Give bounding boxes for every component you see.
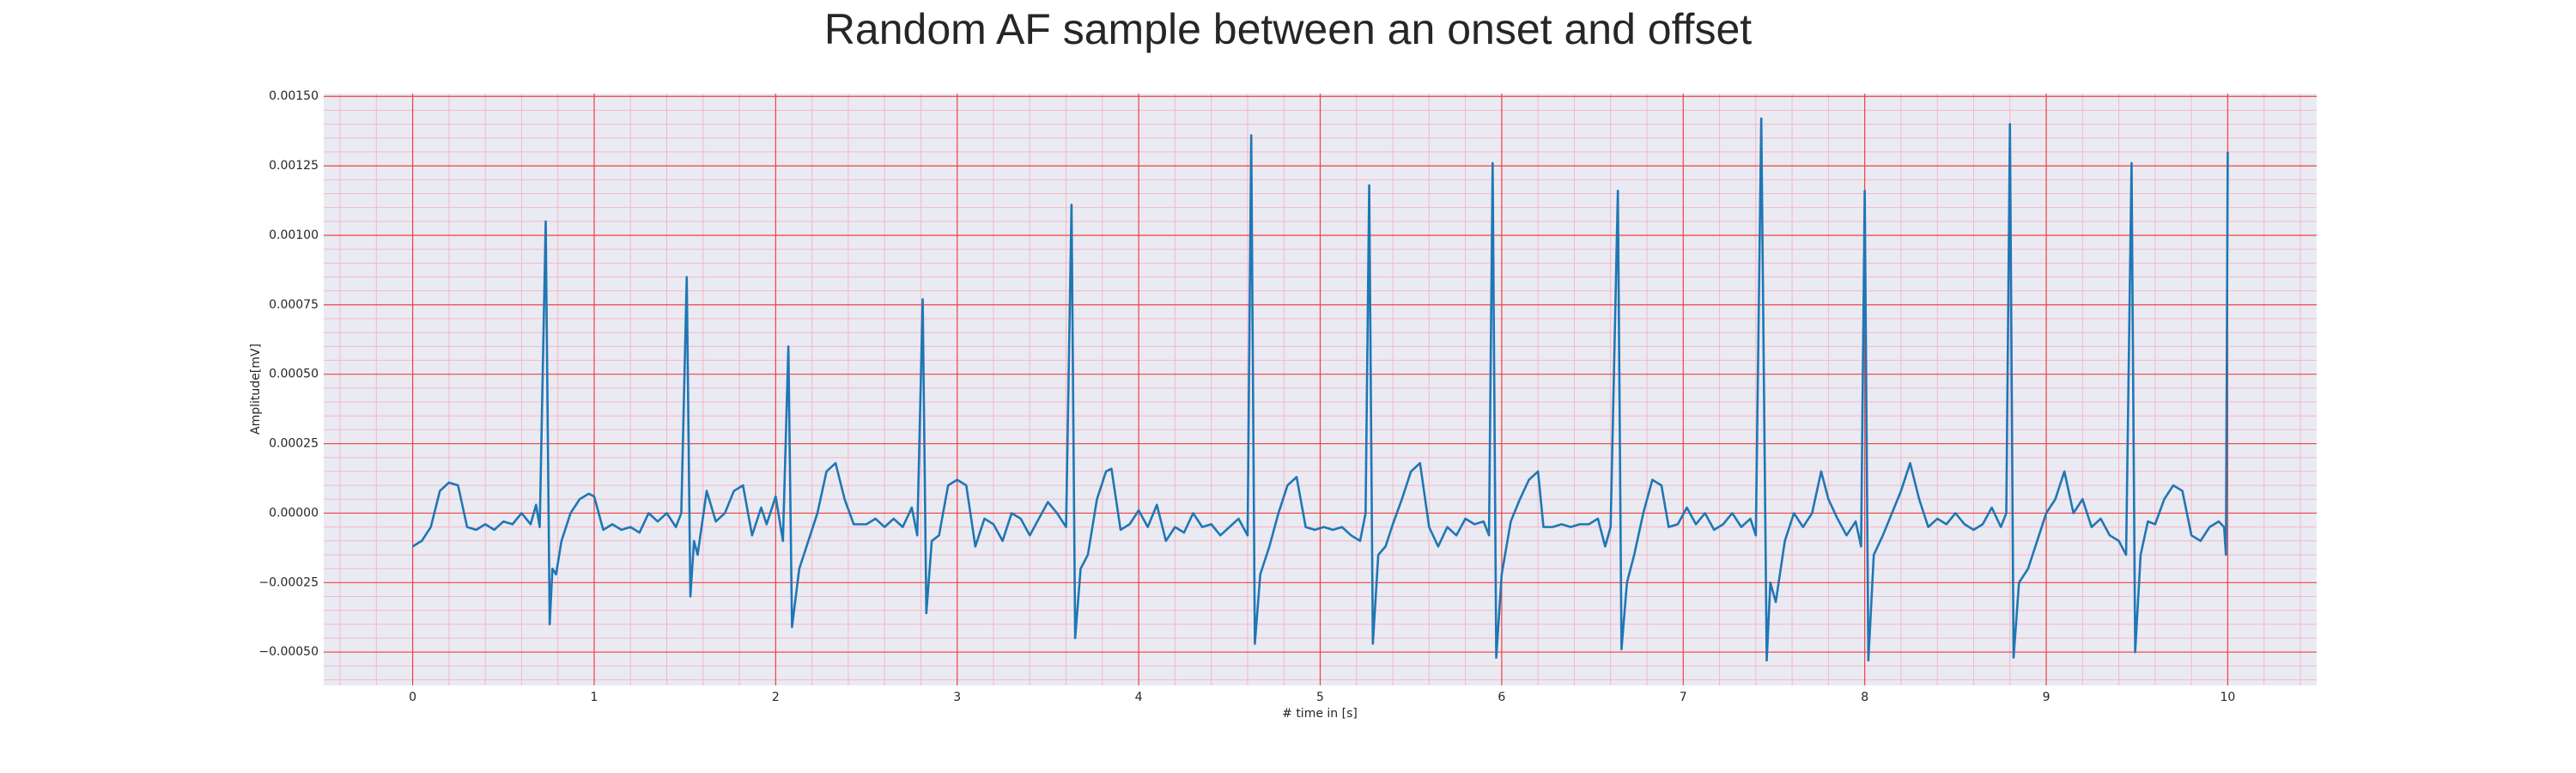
x-tick-label: 1 [591,691,598,704]
y-tick-label: −0.00050 [258,645,319,659]
x-tick-label: 5 [1316,691,1324,704]
y-tick-label: 0.00100 [269,228,319,242]
x-tick-label: 4 [1135,691,1143,704]
x-tick-label: 9 [2043,691,2050,704]
x-tick-label: 0 [409,691,416,704]
y-axis-label: Amplitude[mV] [249,344,263,435]
y-tick-label: 0.00050 [269,368,319,381]
y-tick-label: 0.00150 [269,89,319,103]
x-tick-label: 2 [772,691,780,704]
x-tick-label: 3 [953,691,961,704]
y-tick-label: 0.00125 [269,159,319,173]
x-axis-label: # time in [s] [1282,707,1358,721]
chart-title: Random AF sample between an onset and of… [824,5,1752,53]
x-tick-label: 10 [2221,691,2236,704]
x-tick-label: 8 [1861,691,1868,704]
x-tick-label: 6 [1498,691,1505,704]
y-tick-label: 0.00025 [269,437,319,451]
y-tick-label: 0.00000 [269,506,319,520]
y-tick-label: 0.00075 [269,298,319,312]
signal-line [411,117,2229,662]
y-tick-label: −0.00025 [258,575,319,589]
x-tick-label: 7 [1680,691,1687,704]
